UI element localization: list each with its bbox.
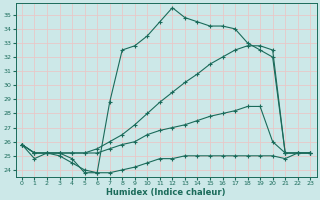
X-axis label: Humidex (Indice chaleur): Humidex (Indice chaleur): [106, 188, 226, 197]
